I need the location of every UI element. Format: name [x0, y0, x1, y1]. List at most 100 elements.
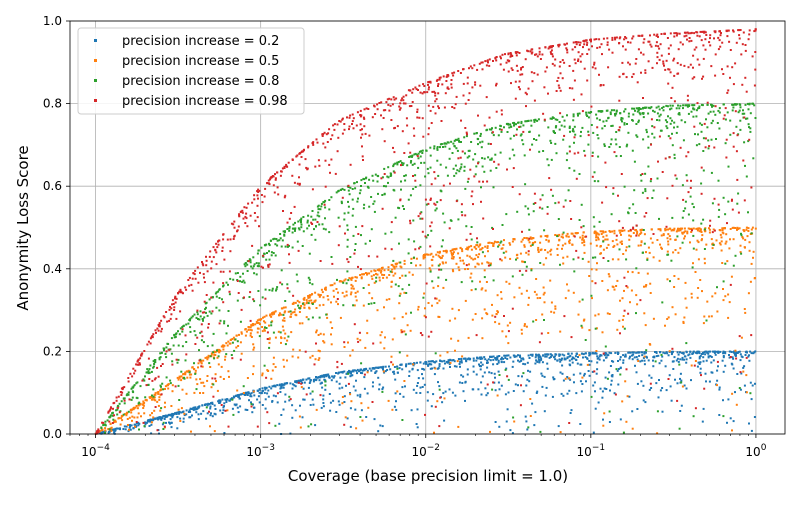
data-point — [169, 309, 171, 311]
data-point — [266, 315, 268, 317]
data-point — [524, 154, 526, 156]
data-point — [625, 421, 627, 423]
data-point — [372, 401, 374, 403]
data-point — [574, 153, 576, 155]
data-point — [159, 410, 161, 412]
data-point — [143, 412, 145, 414]
data-point — [481, 287, 483, 289]
data-point — [494, 57, 496, 59]
data-point — [630, 235, 632, 237]
data-point — [330, 333, 332, 335]
data-point — [746, 227, 748, 229]
data-point — [509, 258, 511, 260]
data-point — [737, 29, 739, 31]
data-point — [470, 233, 472, 235]
data-point — [501, 357, 503, 359]
data-point — [665, 229, 667, 231]
data-point — [341, 402, 343, 404]
data-point — [711, 372, 713, 374]
data-point — [659, 108, 661, 110]
data-point — [312, 219, 314, 221]
data-point — [394, 172, 396, 174]
data-point — [427, 168, 429, 170]
data-point — [327, 141, 329, 143]
data-point — [185, 359, 187, 361]
data-point — [655, 382, 657, 384]
data-point — [277, 186, 279, 188]
data-point — [308, 318, 310, 320]
data-point — [616, 111, 618, 113]
data-point — [264, 392, 266, 394]
data-point — [688, 40, 690, 42]
data-point — [748, 139, 750, 141]
data-point — [188, 416, 190, 418]
data-point — [422, 150, 424, 152]
data-point — [660, 229, 662, 231]
data-point — [431, 122, 433, 124]
data-point — [716, 384, 718, 386]
data-point — [383, 370, 385, 372]
data-point — [720, 244, 722, 246]
data-point — [665, 125, 667, 127]
data-point — [595, 350, 597, 352]
data-point — [258, 328, 260, 330]
data-point — [280, 331, 282, 333]
data-point — [331, 284, 333, 286]
data-point — [575, 62, 577, 64]
data-point — [314, 363, 316, 365]
data-point — [674, 356, 676, 358]
data-point — [644, 69, 646, 71]
data-point — [562, 395, 564, 397]
data-point — [598, 238, 600, 240]
data-point — [410, 194, 412, 196]
data-point — [259, 323, 261, 325]
data-point — [258, 262, 260, 264]
data-point — [638, 107, 640, 109]
data-point — [509, 322, 511, 324]
data-point — [569, 360, 571, 362]
data-point — [264, 365, 266, 367]
data-point — [233, 238, 235, 240]
data-point — [210, 267, 212, 269]
data-point — [673, 127, 675, 129]
data-point — [192, 407, 194, 409]
data-point — [204, 404, 206, 406]
data-point — [469, 92, 471, 94]
data-point — [240, 321, 242, 323]
data-point — [328, 375, 330, 377]
data-point — [683, 317, 685, 319]
data-point — [230, 238, 232, 240]
data-point — [403, 330, 405, 332]
data-point — [427, 391, 429, 393]
data-point — [626, 246, 628, 248]
data-point — [116, 400, 118, 402]
data-point — [194, 373, 196, 375]
data-point — [755, 228, 757, 230]
data-point — [739, 335, 741, 337]
data-point — [479, 244, 481, 246]
data-point — [592, 176, 594, 178]
data-point — [299, 405, 301, 407]
data-point — [322, 340, 324, 342]
data-point — [460, 141, 462, 143]
data-point — [372, 116, 374, 118]
data-point — [739, 351, 741, 353]
data-point — [689, 351, 691, 353]
data-point — [651, 197, 653, 199]
data-point — [123, 414, 125, 416]
data-point — [750, 187, 752, 189]
data-point — [258, 249, 260, 251]
data-point — [316, 138, 318, 140]
data-point — [245, 262, 247, 264]
data-point — [279, 391, 281, 393]
data-point — [351, 277, 353, 279]
data-point — [274, 425, 276, 427]
data-point — [421, 218, 423, 220]
data-point — [544, 376, 546, 378]
data-point — [596, 269, 598, 271]
data-point — [144, 375, 146, 377]
data-point — [538, 357, 540, 359]
data-point — [612, 246, 614, 248]
data-point — [445, 167, 447, 169]
data-point — [591, 396, 593, 398]
